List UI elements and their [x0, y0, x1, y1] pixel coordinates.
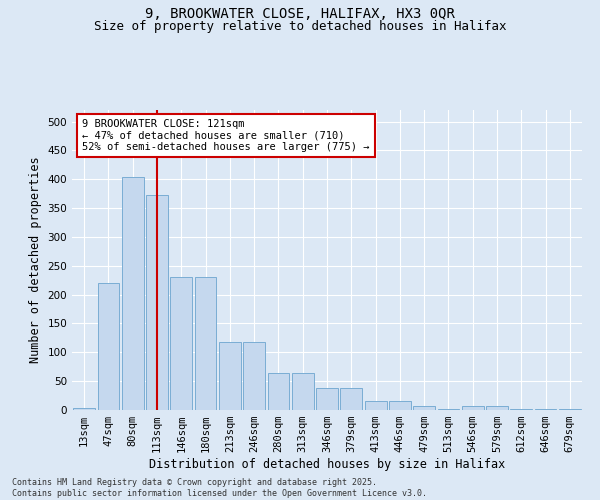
Bar	[122, 178, 143, 410]
Bar	[146, 195, 168, 410]
Bar	[462, 406, 484, 410]
Bar	[486, 406, 508, 410]
Bar	[97, 283, 119, 410]
Bar	[73, 408, 95, 410]
Bar	[316, 388, 338, 410]
Bar	[292, 372, 314, 410]
Bar	[170, 278, 192, 410]
Bar	[268, 372, 289, 410]
Bar	[243, 342, 265, 410]
Text: Size of property relative to detached houses in Halifax: Size of property relative to detached ho…	[94, 20, 506, 33]
Bar	[413, 406, 435, 410]
Bar	[340, 388, 362, 410]
Bar	[389, 401, 411, 410]
Bar	[194, 278, 217, 410]
Bar	[437, 409, 460, 410]
X-axis label: Distribution of detached houses by size in Halifax: Distribution of detached houses by size …	[149, 458, 505, 471]
Text: 9, BROOKWATER CLOSE, HALIFAX, HX3 0QR: 9, BROOKWATER CLOSE, HALIFAX, HX3 0QR	[145, 8, 455, 22]
Text: 9 BROOKWATER CLOSE: 121sqm
← 47% of detached houses are smaller (710)
52% of sem: 9 BROOKWATER CLOSE: 121sqm ← 47% of deta…	[82, 119, 370, 152]
Y-axis label: Number of detached properties: Number of detached properties	[29, 156, 42, 364]
Bar	[219, 342, 241, 410]
Bar	[365, 401, 386, 410]
Text: Contains HM Land Registry data © Crown copyright and database right 2025.
Contai: Contains HM Land Registry data © Crown c…	[12, 478, 427, 498]
